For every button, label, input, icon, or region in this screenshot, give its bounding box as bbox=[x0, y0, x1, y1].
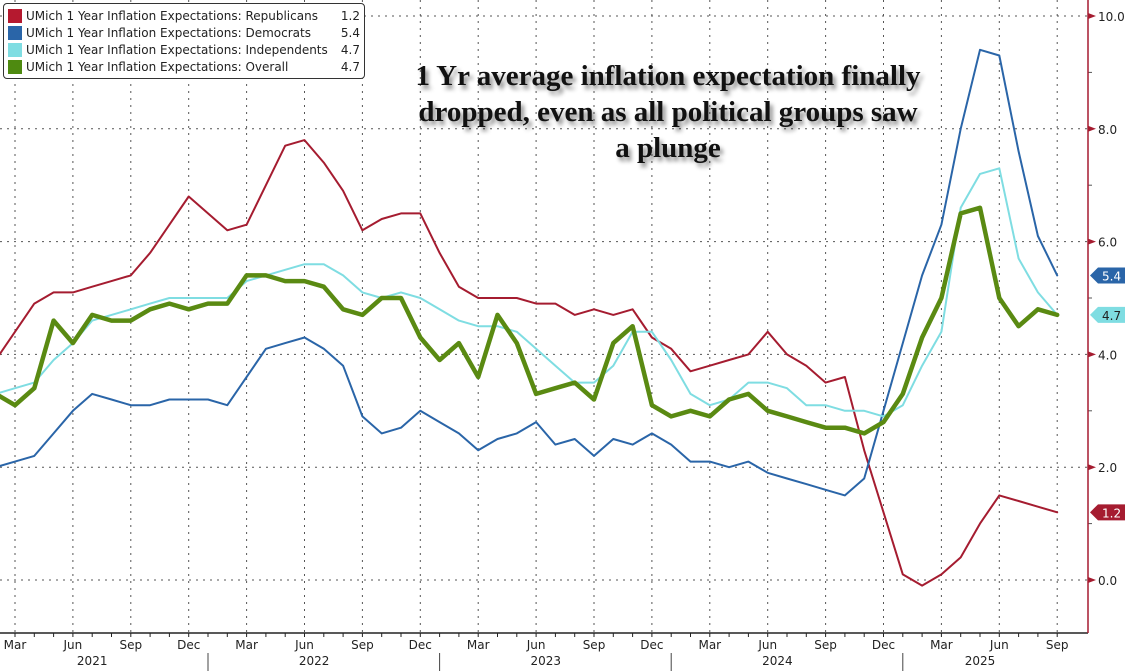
x-tick-label: Jun bbox=[294, 638, 314, 652]
y-tick-label: 6.0 bbox=[1098, 236, 1117, 250]
y-tick-marker bbox=[1088, 13, 1096, 19]
x-year-label: 2021 bbox=[77, 654, 108, 668]
legend-value: 4.7 bbox=[340, 42, 360, 57]
legend-label: UMich 1 Year Inflation Expectations: Ove… bbox=[26, 59, 289, 74]
x-tick-label: Sep bbox=[583, 638, 606, 652]
y-tick-label: 10.0 bbox=[1098, 10, 1125, 24]
value-tag-democrats bbox=[1090, 267, 1125, 284]
x-tick-label: Jun bbox=[63, 638, 83, 652]
x-tick-label: Dec bbox=[640, 638, 663, 652]
y-tick-label: 8.0 bbox=[1098, 123, 1117, 137]
value-tag-label: 5.4 bbox=[1102, 269, 1121, 283]
x-tick-label: Jun bbox=[526, 638, 546, 652]
x-tick-label: Mar bbox=[235, 638, 258, 652]
x-tick-label: Mar bbox=[467, 638, 490, 652]
x-tick-label: Mar bbox=[4, 638, 27, 652]
y-tick-marker bbox=[1088, 125, 1096, 132]
x-tick-label: Sep bbox=[351, 638, 374, 652]
x-tick-label: Jun bbox=[757, 638, 777, 652]
legend-label: UMich 1 Year Inflation Expectations: Rep… bbox=[26, 8, 318, 23]
x-tick-label: Dec bbox=[409, 638, 432, 652]
y-tick-marker bbox=[1088, 351, 1096, 358]
x-tick-label: Mar bbox=[930, 638, 953, 652]
x-tick-label: Sep bbox=[814, 638, 837, 652]
legend-item-independents: UMich 1 Year Inflation Expectations: Ind… bbox=[8, 41, 360, 58]
y-tick-marker bbox=[1088, 238, 1096, 245]
legend-swatch-independents bbox=[8, 42, 22, 57]
value-tag-independents bbox=[1090, 306, 1125, 323]
x-year-label: 2023 bbox=[530, 654, 561, 668]
legend-value: 5.4 bbox=[340, 25, 360, 40]
legend-label: UMich 1 Year Inflation Expectations: Ind… bbox=[26, 42, 328, 57]
series-line-republicans bbox=[0, 139, 1059, 587]
y-tick-marker bbox=[1088, 577, 1096, 583]
legend-item-republicans: UMich 1 Year Inflation Expectations: Rep… bbox=[8, 7, 360, 24]
value-tag-label: 4.7 bbox=[1102, 309, 1121, 323]
value-tag-republicans bbox=[1090, 504, 1125, 521]
x-tick-label: Dec bbox=[177, 638, 200, 652]
y-axis: 0.0 2.0 4.0 6.0 8.0 10.0 bbox=[1087, 0, 1125, 633]
x-axis: Mar Jun Sep Dec Mar Jun Sep Dec Mar Jun Sep Dec Mar J… bbox=[0, 632, 1088, 671]
series-lines bbox=[0, 48, 1060, 587]
legend-item-overall: UMich 1 Year Inflation Expectations: Ove… bbox=[8, 58, 360, 75]
y-tick-label: 4.0 bbox=[1098, 348, 1117, 362]
series-line-independents bbox=[0, 167, 1059, 418]
x-tick-label: Sep bbox=[119, 638, 142, 652]
legend-label: UMich 1 Year Inflation Expectations: Dem… bbox=[26, 25, 311, 40]
legend-swatch-republicans bbox=[8, 8, 22, 23]
x-tick-label: Mar bbox=[698, 638, 721, 652]
legend-value: 4.7 bbox=[340, 59, 360, 74]
x-year-label: 2025 bbox=[965, 654, 996, 668]
legend: UMich 1 Year Inflation Expectations: Rep… bbox=[3, 3, 365, 79]
legend-value: 1.2 bbox=[340, 8, 360, 23]
x-year-label: 2022 bbox=[299, 654, 330, 668]
x-tick-label: Jun bbox=[989, 638, 1009, 652]
value-tag-label: 1.2 bbox=[1102, 506, 1121, 520]
legend-item-democrats: UMich 1 Year Inflation Expectations: Dem… bbox=[8, 24, 360, 41]
y-tick-marker bbox=[1088, 464, 1096, 471]
x-year-label: 2024 bbox=[762, 654, 793, 668]
series-line-overall bbox=[0, 205, 1060, 436]
y-tick-label: 0.0 bbox=[1098, 574, 1117, 588]
x-tick-label: Dec bbox=[872, 638, 895, 652]
y-tick-label: 2.0 bbox=[1098, 461, 1117, 475]
x-tick-label: Sep bbox=[1046, 638, 1069, 652]
legend-swatch-overall bbox=[8, 59, 22, 74]
chart-annotation: 1 Yr average inflation expectation final… bbox=[415, 60, 921, 164]
legend-swatch-democrats bbox=[8, 25, 22, 40]
last-value-tags: 1.2 5.4 4.7 bbox=[1090, 267, 1125, 520]
